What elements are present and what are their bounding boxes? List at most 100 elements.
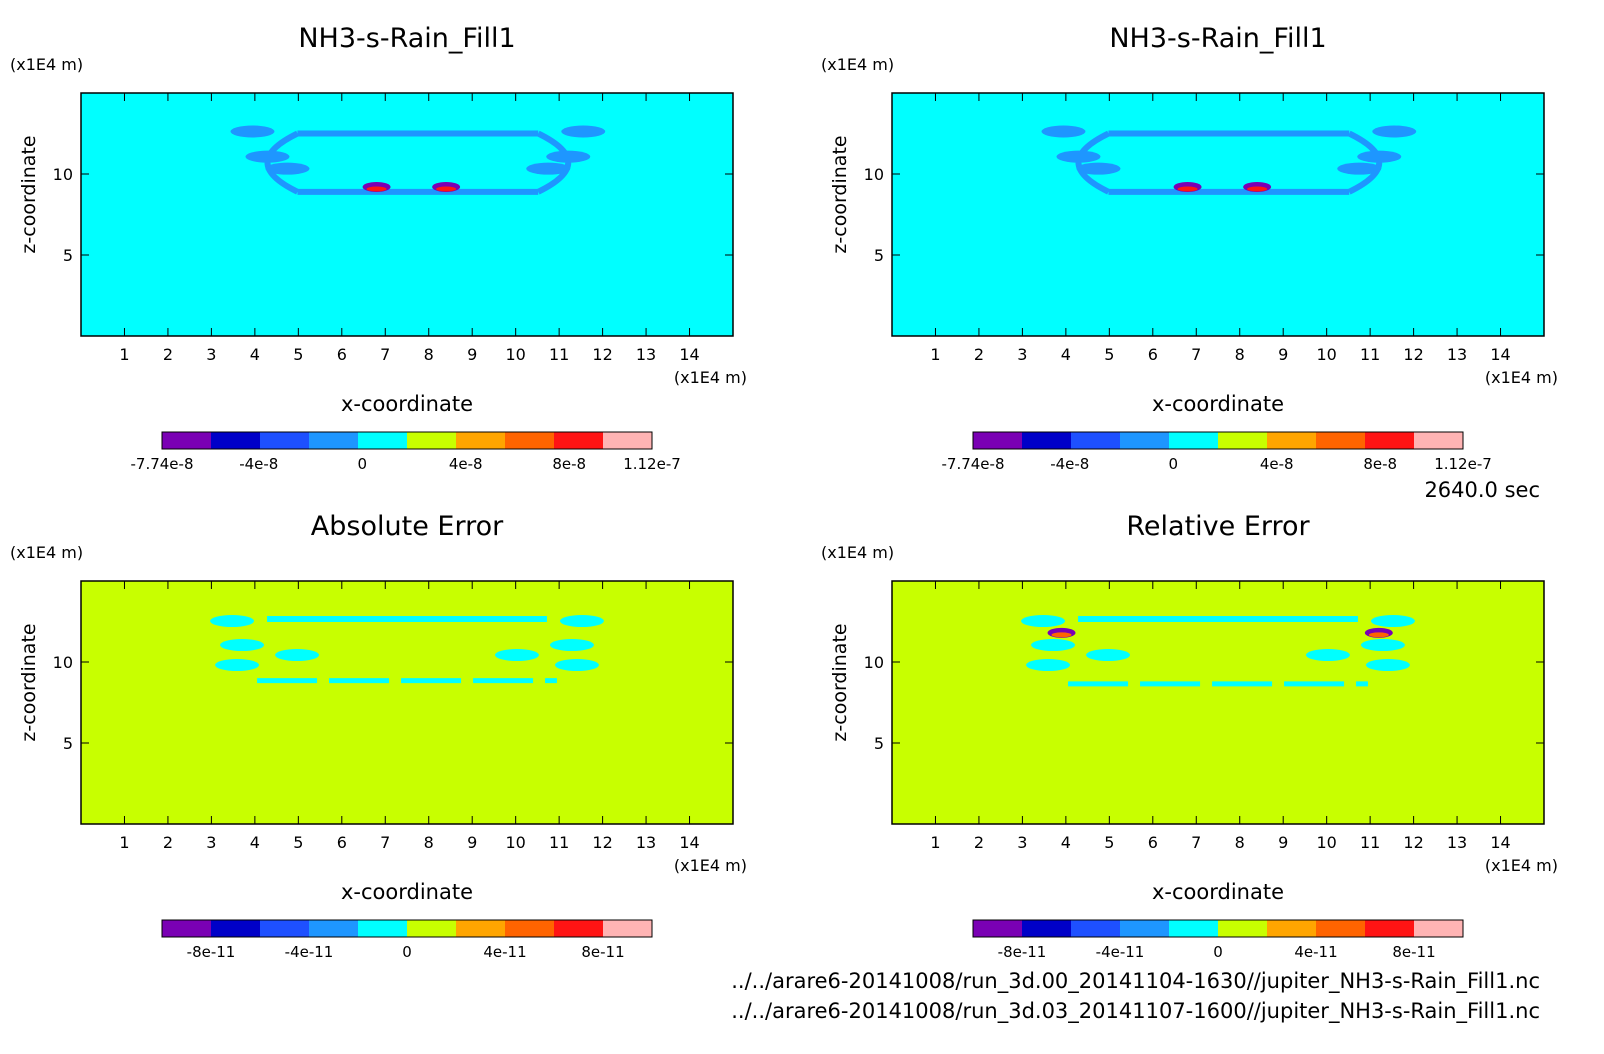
feature-peak xyxy=(362,181,391,192)
contour-line xyxy=(1075,130,1110,195)
colorbar-swatch xyxy=(1071,432,1120,449)
chart-title: NH3-s-Rain_Fill1 xyxy=(1109,23,1326,54)
x-tick-label: 3 xyxy=(1017,833,1027,852)
colorbar-border xyxy=(161,431,653,450)
colorbar: -8e-11 -4e-11 0 4e-11 8e-11 xyxy=(972,919,1464,961)
colorbar-swatch xyxy=(260,920,309,937)
colorbar-label: 4e-11 xyxy=(1294,943,1337,961)
error-blob xyxy=(1026,659,1071,672)
colorbar-swatch xyxy=(456,432,505,449)
x-tick-label: 2 xyxy=(163,833,173,852)
colorbar-swatch xyxy=(603,920,652,937)
colorbar-swatch xyxy=(1169,432,1218,449)
x-tick-label: 10 xyxy=(505,833,525,852)
chart-title: NH3-s-Rain_Fill1 xyxy=(298,23,515,54)
x-tick-label: 6 xyxy=(337,833,347,852)
contour-line xyxy=(536,130,572,195)
chart-title: Relative Error xyxy=(1126,511,1310,542)
x-tick-label: 8 xyxy=(424,833,434,852)
x-axis-label: x-coordinate xyxy=(341,392,473,416)
colorbar-swatch xyxy=(358,920,407,937)
colorbar-label: 1.12e-7 xyxy=(1434,455,1492,473)
x-tick-label: 9 xyxy=(1278,345,1288,364)
colorbar-swatch xyxy=(505,920,554,937)
colorbar-border xyxy=(972,919,1464,938)
colorbar-label: 0 xyxy=(357,455,367,473)
contour-blob xyxy=(561,125,606,138)
colorbar-label: 0 xyxy=(1213,943,1223,961)
colorbar-swatch xyxy=(407,432,456,449)
colorbar-swatch xyxy=(1022,920,1071,937)
x-tick-label: 7 xyxy=(1191,833,1201,852)
x-tick-label: 3 xyxy=(206,345,216,364)
y-tick-label: 10 xyxy=(864,165,884,184)
colorbar-swatch xyxy=(1022,432,1071,449)
feature-error-patches xyxy=(1021,615,1415,687)
feature-peak xyxy=(1173,181,1202,192)
contour-blob xyxy=(265,162,310,175)
peak-inner xyxy=(1177,186,1198,192)
feature-peak xyxy=(1047,627,1076,638)
x-tick-label: 13 xyxy=(1447,833,1467,852)
contour-line xyxy=(264,130,299,195)
colorbar-border xyxy=(161,919,653,938)
x-tick-label: 8 xyxy=(1235,833,1245,852)
x-tick-label: 4 xyxy=(250,345,260,364)
y-unit-label: (x1E4 m) xyxy=(10,55,83,74)
colorbar-label: 1.12e-7 xyxy=(623,455,681,473)
x-tick-label: 1 xyxy=(930,833,940,852)
x-tick-label: 14 xyxy=(679,345,699,364)
colorbar-swatch xyxy=(309,432,358,449)
plot-border xyxy=(80,92,734,337)
feature-cloud-outline xyxy=(230,125,606,195)
colorbar-label: 8e-11 xyxy=(581,943,624,961)
y-tick-label: 5 xyxy=(63,246,73,265)
colorbar: -7.74e-8 -4e-8 0 4e-8 8e-8 1.12e-7 xyxy=(942,431,1492,473)
x-tick-label: 7 xyxy=(380,345,390,364)
x-tick-label: 11 xyxy=(1360,833,1380,852)
colorbar-swatch xyxy=(554,920,603,937)
contour-blob xyxy=(526,162,571,175)
x-unit-label: (x1E4 m) xyxy=(674,368,747,387)
y-tick-label: 10 xyxy=(53,165,73,184)
x-tick-label: 8 xyxy=(424,345,434,364)
x-tick-label: 4 xyxy=(1061,345,1071,364)
colorbar-swatch xyxy=(456,920,505,937)
x-tick-label: 11 xyxy=(549,345,569,364)
x-axis-label: x-coordinate xyxy=(1152,392,1284,416)
error-blob xyxy=(275,649,320,662)
x-tick-label: 1 xyxy=(930,345,940,364)
x-tick-label: 13 xyxy=(1447,345,1467,364)
error-blob xyxy=(559,615,604,628)
colorbar-label: 4e-8 xyxy=(449,455,483,473)
x-tick-label: 3 xyxy=(206,833,216,852)
x-tick-label: 7 xyxy=(1191,345,1201,364)
contour-blob xyxy=(245,150,290,163)
feature-peak xyxy=(1364,627,1393,638)
peak-inner xyxy=(1368,632,1389,638)
x-tick-label: 12 xyxy=(592,345,612,364)
x-tick-label: 1 xyxy=(119,345,129,364)
colorbar-swatch xyxy=(603,432,652,449)
x-tick-label: 6 xyxy=(1148,833,1158,852)
error-blob xyxy=(494,649,539,662)
colorbar-label: -4e-11 xyxy=(1096,943,1145,961)
chart-panel-1: NH3-s-Rain_Fill1(x1E4 m)1 2 3 4 5 6 7 8 9 10 11 12 1… xyxy=(10,23,747,473)
feature-cloud-outline xyxy=(1041,125,1417,195)
colorbar-border xyxy=(972,431,1464,450)
plot-border xyxy=(891,92,1545,337)
colorbar-swatch xyxy=(554,432,603,449)
y-tick-label: 10 xyxy=(864,653,884,672)
error-blob xyxy=(1021,615,1066,628)
x-tick-label: 7 xyxy=(380,833,390,852)
colorbar-label: 4e-11 xyxy=(483,943,526,961)
colorbar: -8e-11 -4e-11 0 4e-11 8e-11 xyxy=(161,919,653,961)
colorbar-swatch xyxy=(1120,920,1169,937)
colorbar-label: -7.74e-8 xyxy=(942,455,1005,473)
colorbar-swatch xyxy=(1169,920,1218,937)
colorbar-swatch xyxy=(211,920,260,937)
file-path-1: ../../arare6-20141008/run_3d.00_20141104… xyxy=(731,969,1540,994)
colorbar-label: -4e-8 xyxy=(1050,455,1089,473)
x-tick-label: 6 xyxy=(1148,345,1158,364)
